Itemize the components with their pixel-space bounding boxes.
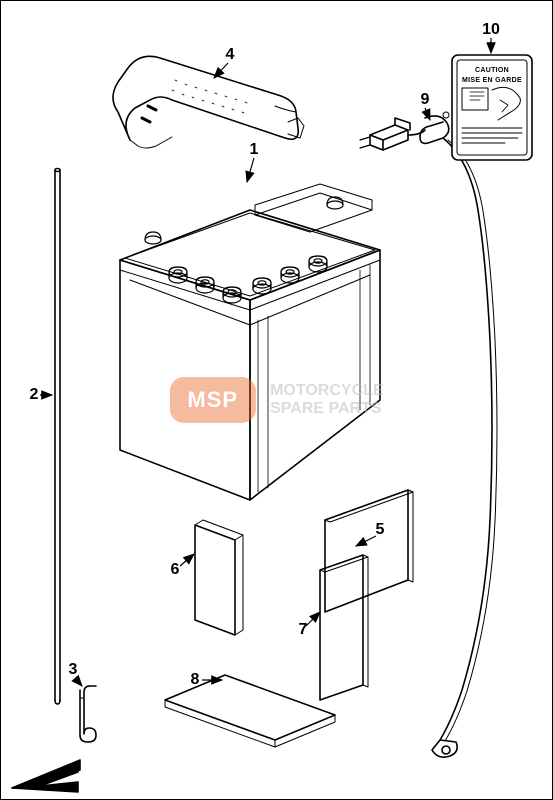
callout-8: 8 [191,671,200,689]
callout-6: 6 [171,561,180,579]
callout-1: 1 [250,141,259,159]
callout-leaders [40,38,491,686]
callout-10: 10 [482,21,500,39]
cushion-7 [320,555,368,700]
caution-title-2: MISE EN GARDE [462,77,522,84]
callout-4: 4 [226,46,235,64]
caution-title-1: CAUTION [475,67,509,74]
callout-2: 2 [30,386,39,404]
tube-clip [80,686,96,742]
cushion-6 [195,520,243,635]
callout-5: 5 [376,521,385,539]
callout-9: 9 [421,91,430,109]
view-arrow [12,760,80,792]
callout-7: 7 [299,621,308,639]
cable-assembly [360,112,497,757]
battery [120,184,380,500]
battery-strap [113,56,304,148]
cushion-5 [325,490,413,612]
ring-terminal [432,740,457,757]
diagram-svg: CAUTION MISE EN GARDE [0,0,553,800]
callout-3: 3 [69,661,78,679]
cable-connector [360,118,410,150]
breather-tube [55,169,60,705]
